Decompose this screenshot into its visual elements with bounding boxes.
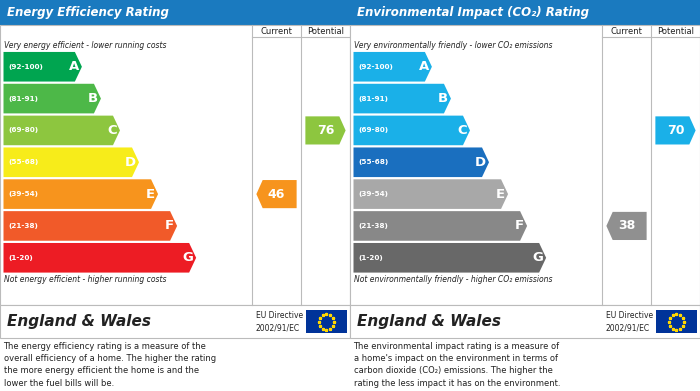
Polygon shape [655,117,696,145]
Polygon shape [4,84,101,113]
Text: D: D [475,156,486,169]
Text: B: B [438,92,448,105]
Text: EU Directive
2002/91/EC: EU Directive 2002/91/EC [256,311,302,332]
Polygon shape [606,212,647,240]
Text: F: F [165,219,174,232]
Text: Very energy efficient - lower running costs: Very energy efficient - lower running co… [4,41,166,50]
Text: (81-91): (81-91) [358,95,389,102]
Text: G: G [183,251,193,264]
Text: (39-54): (39-54) [8,191,38,197]
Text: Environmental Impact (CO₂) Rating: Environmental Impact (CO₂) Rating [357,6,589,20]
Polygon shape [354,211,527,241]
Text: EU Directive
2002/91/EC: EU Directive 2002/91/EC [606,311,652,332]
Polygon shape [4,179,158,209]
Text: The environmental impact rating is a measure of
a home's impact on the environme: The environmental impact rating is a mea… [354,342,560,387]
Text: B: B [88,92,98,105]
Text: F: F [515,219,524,232]
Text: Not environmentally friendly - higher CO₂ emissions: Not environmentally friendly - higher CO… [354,275,552,284]
Polygon shape [4,52,82,82]
Text: (21-38): (21-38) [8,223,38,229]
Text: Current: Current [610,27,643,36]
Polygon shape [4,116,120,145]
Text: 38: 38 [618,219,635,232]
Text: Not energy efficient - higher running costs: Not energy efficient - higher running co… [4,275,166,284]
Text: A: A [419,60,429,73]
Bar [657,310,696,333]
Text: Potential: Potential [307,27,344,36]
Text: G: G [533,251,543,264]
Text: The energy efficiency rating is a measure of the
overall efficiency of a home. T: The energy efficiency rating is a measur… [4,342,216,387]
Text: (21-38): (21-38) [358,223,389,229]
Text: (39-54): (39-54) [358,191,389,197]
Polygon shape [354,52,432,82]
Bar [0,0,350,25]
Bar [307,310,346,333]
Text: 46: 46 [268,188,285,201]
Text: (92-100): (92-100) [358,64,393,70]
Polygon shape [4,211,177,241]
Text: E: E [496,188,505,201]
Text: (55-68): (55-68) [358,159,389,165]
Bar [350,305,700,338]
Text: D: D [125,156,136,169]
Text: England & Wales: England & Wales [357,314,501,329]
Text: England & Wales: England & Wales [7,314,151,329]
Text: (69-80): (69-80) [8,127,39,133]
Text: C: C [458,124,467,137]
Text: Very environmentally friendly - lower CO₂ emissions: Very environmentally friendly - lower CO… [354,41,552,50]
Polygon shape [354,179,508,209]
Text: (1-20): (1-20) [358,255,384,261]
Text: (69-80): (69-80) [358,127,389,133]
Polygon shape [4,243,196,273]
Text: E: E [146,188,155,201]
Polygon shape [4,147,139,177]
Text: (81-91): (81-91) [8,95,38,102]
Polygon shape [354,116,470,145]
Polygon shape [354,147,489,177]
Text: Potential: Potential [657,27,694,36]
Polygon shape [354,84,451,113]
Text: (55-68): (55-68) [8,159,39,165]
Polygon shape [354,243,546,273]
Text: (92-100): (92-100) [8,64,43,70]
Text: 76: 76 [317,124,334,137]
Text: 70: 70 [666,124,685,137]
Polygon shape [256,180,297,208]
Bar [0,25,350,305]
Polygon shape [305,117,346,145]
Bar [350,0,700,25]
Text: Current: Current [260,27,293,36]
Bar [350,25,700,305]
Text: C: C [108,124,117,137]
Text: (1-20): (1-20) [8,255,34,261]
Text: Energy Efficiency Rating: Energy Efficiency Rating [7,6,169,20]
Bar [0,305,350,338]
Text: A: A [69,60,79,73]
